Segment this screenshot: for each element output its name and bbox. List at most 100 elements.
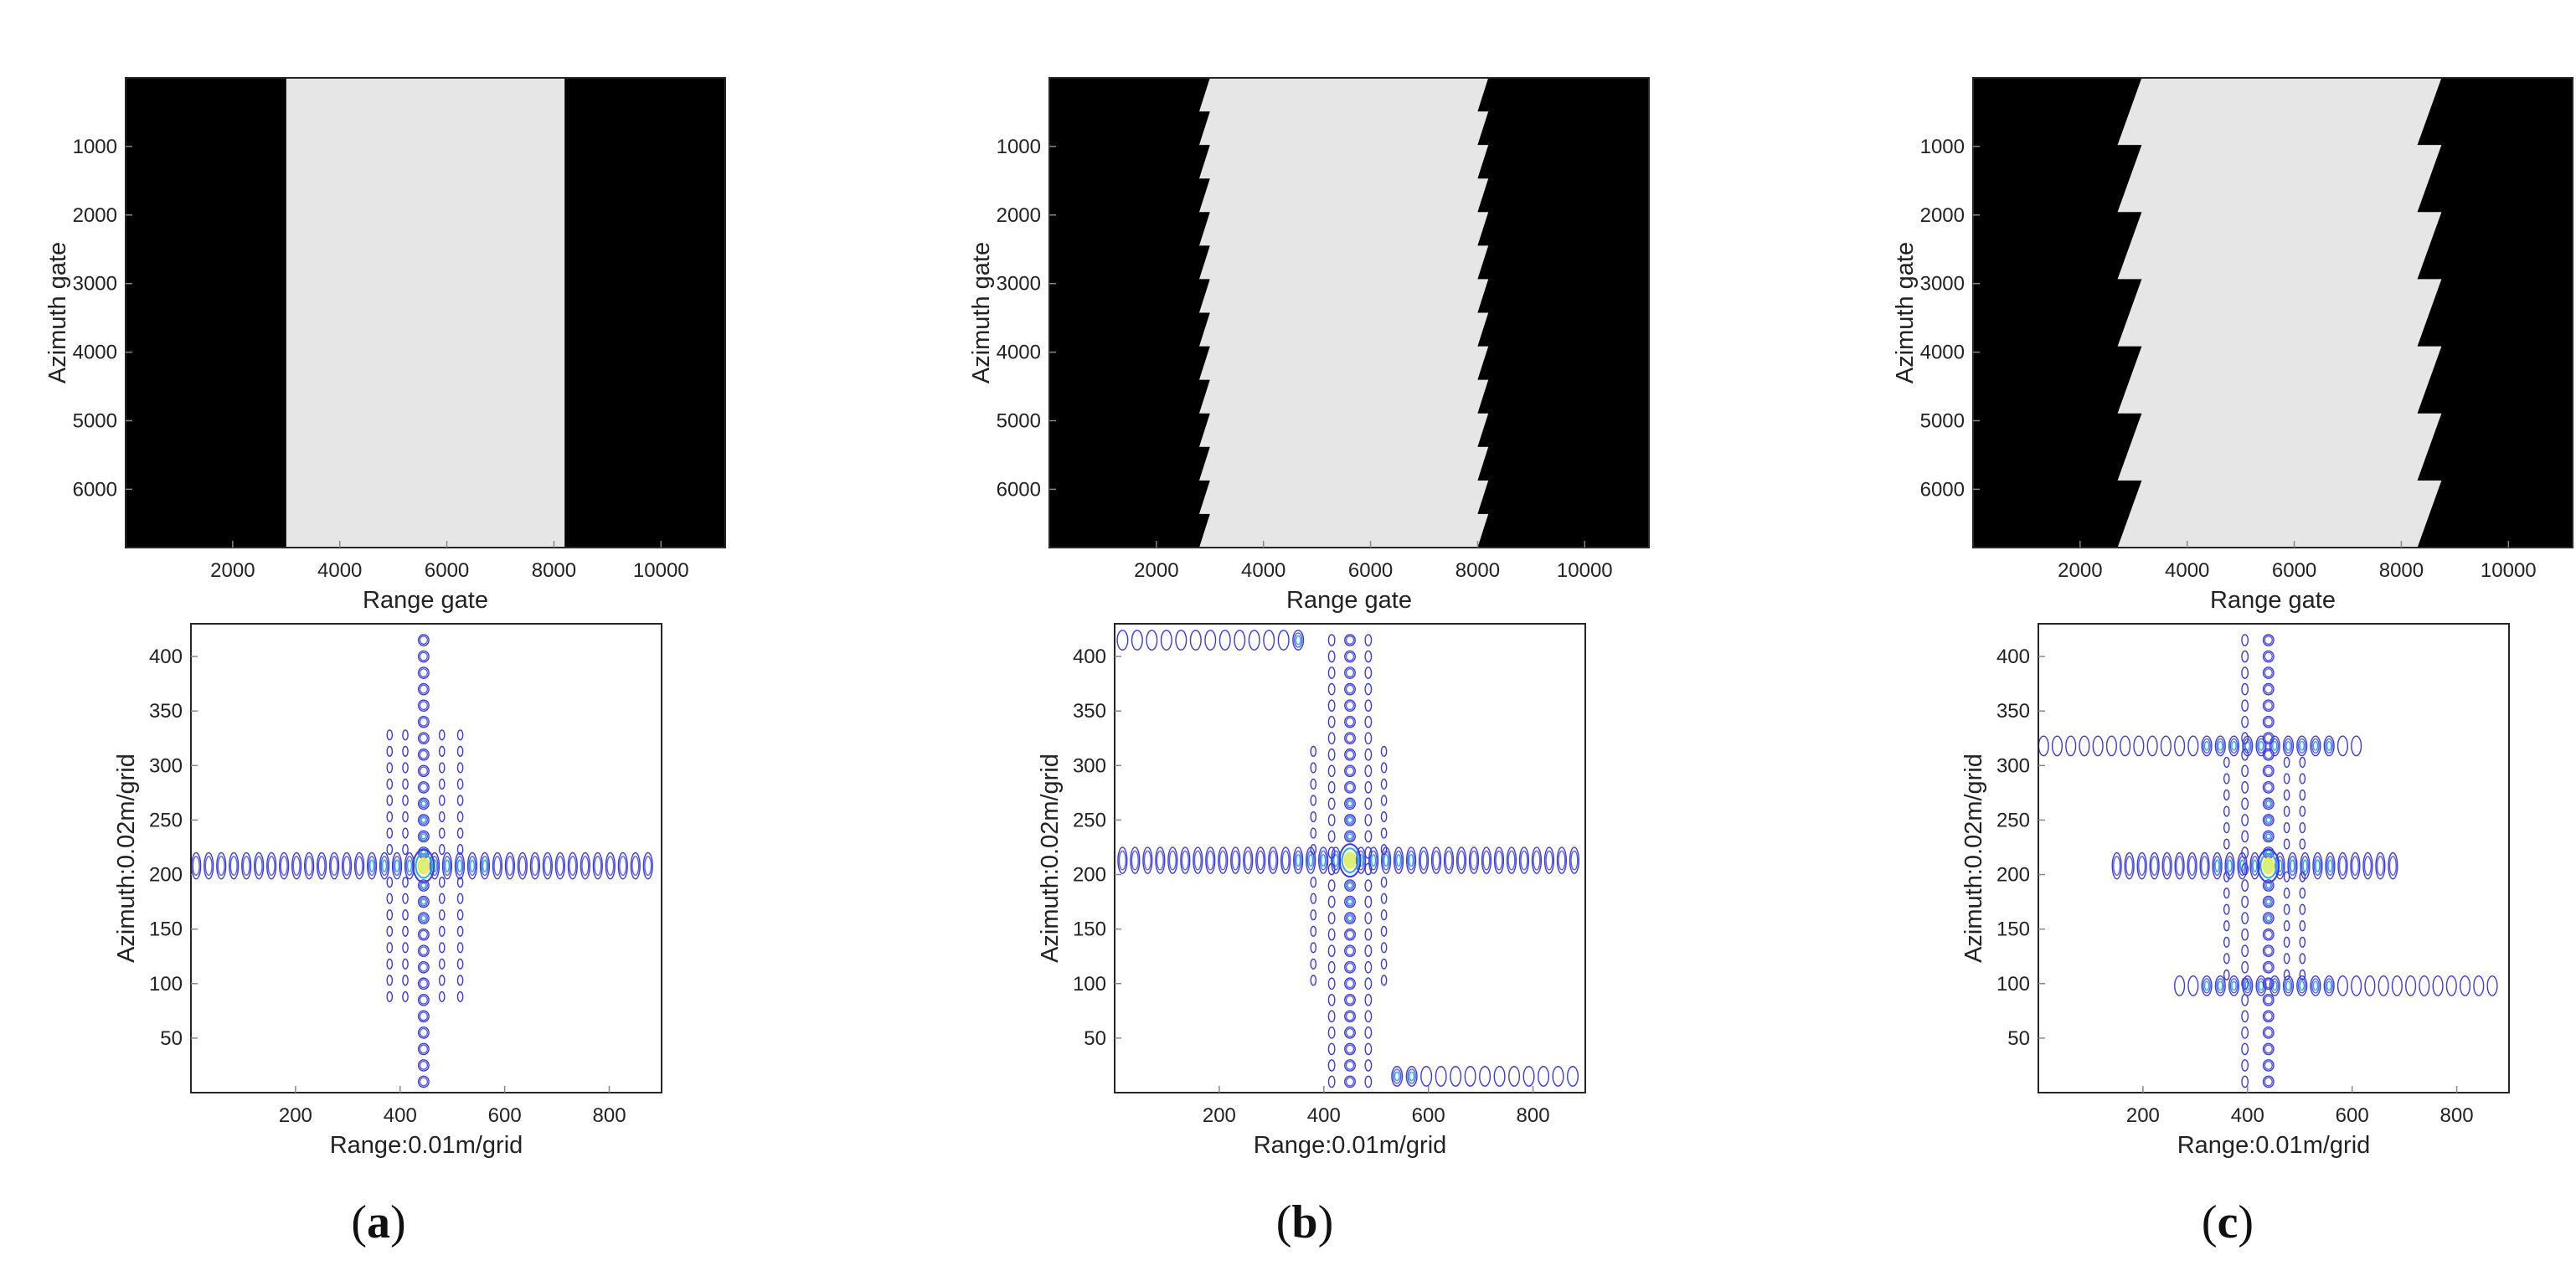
sidelobe-contour <box>1345 881 1355 891</box>
sidelobe-contour <box>2283 920 2290 932</box>
y-tick-label: 150 <box>1073 918 1106 941</box>
sidelobe-contour <box>2270 738 2280 754</box>
sidelobe-contour <box>419 668 429 678</box>
sidelobe-contour <box>2241 1075 2249 1088</box>
sidelobe-contour <box>2264 1060 2273 1070</box>
sidelobe-contour <box>1345 733 1355 743</box>
sidelobe-contour <box>531 856 539 877</box>
sidelobe-contour <box>456 990 464 1002</box>
x-tick-label: 800 <box>1517 1104 1550 1127</box>
sidelobe-contour <box>2271 741 2278 751</box>
sidelobe-contour <box>391 852 403 880</box>
sidelobe-contour <box>2315 859 2321 872</box>
sidelobe-contour <box>1142 846 1153 874</box>
sidelobe-contour <box>2051 735 2063 757</box>
sidelobe-contour <box>1394 850 1403 871</box>
sidelobe-contour <box>417 1075 430 1088</box>
sidelobe-contour <box>1308 854 1314 867</box>
sidelobe-contour <box>2223 903 2230 915</box>
sidelobe-contour <box>544 856 552 877</box>
sidelobe-contour <box>1344 814 1356 826</box>
sidelobe-contour <box>2283 805 2290 817</box>
sidelobe-contour <box>417 993 430 1006</box>
sidelobe-contour <box>1327 830 1336 843</box>
sidelobe-contour <box>1206 850 1214 871</box>
x-tick-label: 4000 <box>317 559 362 582</box>
sidelobe-contour <box>506 856 514 877</box>
y-tick-label: 4000 <box>73 342 117 364</box>
swath-region <box>286 78 565 548</box>
sidelobe-contour <box>2311 978 2320 994</box>
sidelobe-contour <box>1310 778 1317 790</box>
sidelobe-contour <box>1345 651 1355 661</box>
sidelobe-contour <box>1321 854 1327 867</box>
sidelobe-contour <box>241 852 252 880</box>
x-tick-label: 600 <box>488 1104 522 1127</box>
sidelobe-contour <box>605 852 616 880</box>
sidelobe-contour <box>2160 735 2172 757</box>
sidelobe-contour <box>2133 735 2145 757</box>
sidelobe-contour <box>2262 1042 2275 1056</box>
sidelobe-contour <box>386 893 394 904</box>
sidelobe-contour <box>1160 630 1172 651</box>
sidelobe-contour <box>419 831 429 841</box>
sidelobe-contour <box>2325 852 2336 880</box>
sidelobe-contour <box>1364 650 1373 663</box>
sidelobe-contour <box>482 859 488 872</box>
sidelobe-contour <box>2218 980 2223 991</box>
y-axis-label: Azimuth:0.02m/grid <box>1960 754 1987 963</box>
x-tick-label: 10000 <box>633 559 689 582</box>
sidelobe-contour <box>2241 928 2249 941</box>
sidelobe-contour <box>1344 1059 1356 1072</box>
sidelobe-contour <box>2214 735 2226 757</box>
sidelobe-contour <box>2262 993 2275 1006</box>
axes-frame <box>125 77 726 548</box>
sidelobe-contour <box>1347 882 1353 889</box>
sidelobe-contour <box>1310 893 1317 904</box>
x-tick-label: 400 <box>2231 1104 2264 1127</box>
y-axis-label: Azimuth gate <box>968 242 995 383</box>
sidelobe-contour <box>1344 748 1356 761</box>
sidelobe-contour <box>2241 912 2249 924</box>
sidelobe-contour <box>1380 877 1388 888</box>
x-tick-label: 2000 <box>1134 559 1178 582</box>
sidelobe-contour <box>394 859 400 872</box>
sidelobe-contour <box>1380 975 1388 986</box>
sidelobe-contour <box>456 745 464 757</box>
sidelobe-contour <box>2241 960 2249 974</box>
sidelobe-contour <box>2287 852 2298 880</box>
sidelobe-contour <box>2262 1026 2275 1039</box>
sidelobe-contour <box>1468 846 1480 874</box>
sidelobe-contour <box>1392 1068 1402 1084</box>
sidelobe-contour <box>2201 735 2213 757</box>
sidelobe-contour <box>2283 953 2290 965</box>
sidelobe-contour <box>317 856 326 877</box>
sidelobe-contour <box>1293 632 1303 648</box>
sidelobe-contour <box>420 915 427 922</box>
sidelobe-contour <box>2283 903 2290 915</box>
sidelobe-contour <box>1347 800 1353 807</box>
sidelobe-contour <box>2283 773 2290 785</box>
sidelobe-contour <box>417 1010 430 1023</box>
sidelobe-contour <box>1294 850 1302 871</box>
sidelobe-contour <box>1364 993 1373 1006</box>
sidelobe-contour <box>419 962 429 972</box>
sidelobe-contour <box>1327 846 1336 859</box>
sidelobe-contour <box>1430 846 1442 874</box>
sidelobe-contour <box>1310 810 1317 823</box>
x-axis-label: Range:0.01m/grid <box>2177 1132 2371 1159</box>
sidelobe-contour <box>1364 814 1373 826</box>
sidelobe-contour <box>2265 898 2272 905</box>
sidelobe-contour <box>2223 871 2230 882</box>
sidelobe-contour <box>1380 810 1388 823</box>
sidelobe-contour <box>1552 1066 1564 1087</box>
sidelobe-contour <box>1344 732 1356 745</box>
sidelobe-contour <box>1493 1066 1506 1087</box>
sidelobe-contour <box>2125 856 2134 877</box>
y-tick-label: 200 <box>149 864 183 887</box>
sidelobe-contour <box>1269 850 1277 871</box>
sidelobe-contour <box>229 856 238 877</box>
sidelobe-contour <box>2264 635 2273 646</box>
sidelobe-contour <box>2249 852 2260 880</box>
sidelobe-contour <box>1327 797 1336 810</box>
